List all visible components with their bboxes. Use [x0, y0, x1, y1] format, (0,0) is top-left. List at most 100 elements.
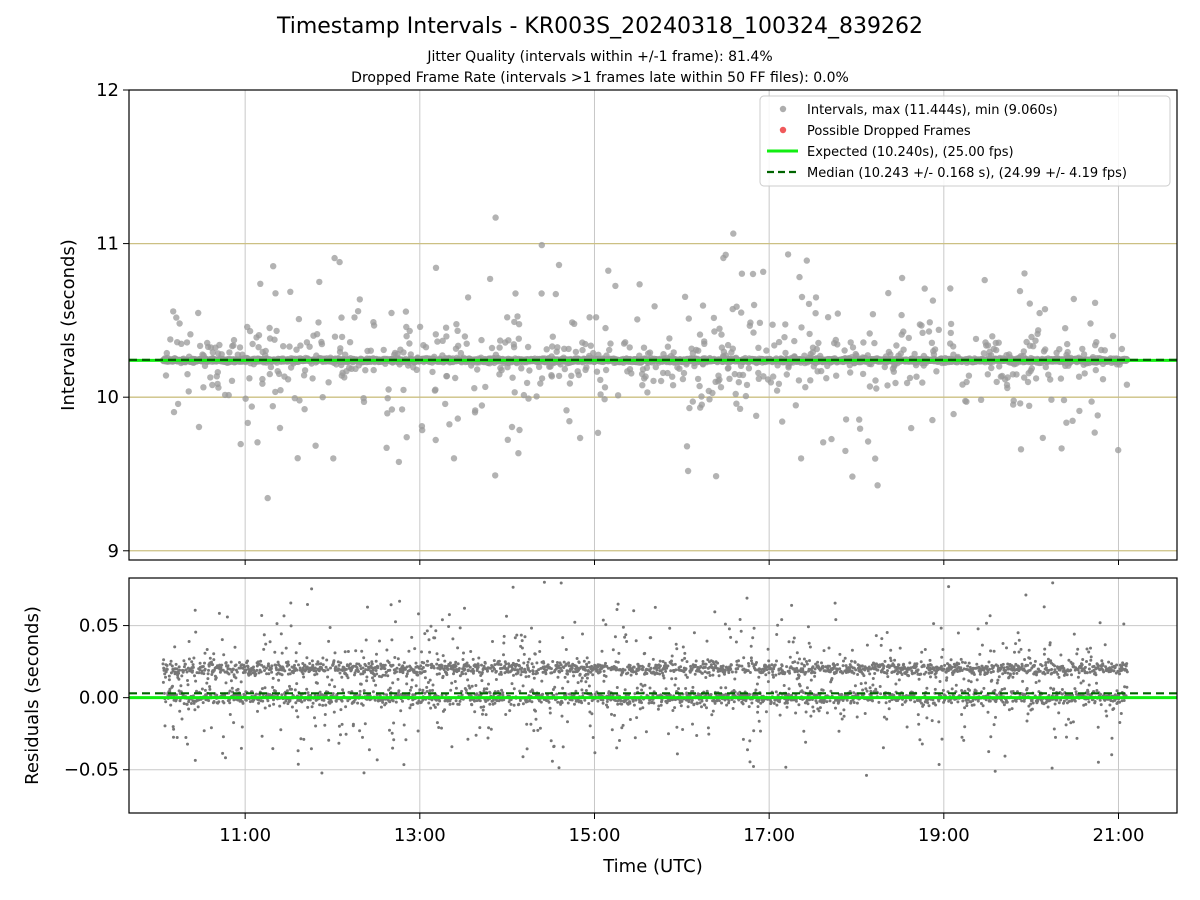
residual-point: [183, 662, 187, 666]
interval-point: [885, 289, 892, 297]
interval-point: [498, 367, 505, 374]
residual-point: [440, 726, 443, 730]
residual-point: [239, 680, 243, 684]
interval-point: [770, 373, 777, 380]
interval-point: [1063, 419, 1070, 426]
residual-point: [416, 729, 420, 733]
residual-point: [395, 670, 398, 674]
residual-point: [167, 674, 171, 678]
residual-point: [425, 685, 429, 689]
interval-point: [284, 376, 292, 383]
residual-point: [385, 693, 389, 697]
residual-point: [220, 638, 224, 642]
interval-point: [384, 395, 391, 402]
residual-point: [169, 659, 173, 663]
residual-point: [302, 737, 306, 741]
interval-point: [384, 410, 391, 417]
interval-point: [898, 311, 905, 319]
residual-point: [205, 648, 209, 651]
interval-point: [518, 365, 525, 372]
interval-point: [795, 377, 803, 384]
interval-point: [230, 336, 238, 344]
residual-point: [410, 678, 414, 682]
interval-point: [866, 383, 874, 390]
interval-point: [383, 444, 390, 451]
interval-point: [760, 268, 767, 275]
interval-point: [919, 329, 926, 336]
residual-point: [358, 689, 362, 693]
interval-point: [893, 342, 900, 349]
interval-point: [729, 345, 736, 352]
residual-point: [280, 693, 284, 697]
interval-point: [1091, 299, 1099, 306]
interval-point: [486, 275, 494, 283]
residual-point: [432, 666, 436, 670]
interval-point: [419, 426, 426, 434]
residual-point: [252, 665, 255, 669]
interval-point: [555, 372, 563, 380]
residual-point: [217, 700, 221, 704]
residual-point: [388, 668, 392, 672]
interval-point: [815, 339, 822, 347]
residual-point: [202, 729, 206, 733]
interval-point: [306, 343, 313, 350]
residual-point: [270, 670, 274, 674]
interval-point: [301, 406, 308, 413]
interval-point: [163, 349, 170, 357]
interval-point: [294, 455, 301, 462]
residual-point: [323, 713, 327, 716]
interval-point: [568, 372, 575, 379]
residual-point: [264, 642, 268, 646]
interval-point: [537, 380, 544, 387]
residual-point: [375, 652, 378, 656]
interval-point: [454, 415, 461, 422]
interval-point: [356, 296, 363, 303]
residual-point: [378, 639, 381, 643]
residual-point: [208, 687, 212, 691]
residual-point: [435, 652, 439, 656]
residual-point: [207, 664, 211, 668]
residual-point: [324, 703, 328, 707]
interval-point: [259, 375, 266, 383]
interval-point: [718, 331, 725, 338]
interval-point: [533, 393, 540, 400]
interval-point: [318, 340, 326, 348]
residual-point: [343, 650, 347, 654]
interval-point: [512, 290, 519, 297]
residual-point: [276, 660, 280, 664]
interval-point: [996, 363, 1003, 370]
interval-point: [823, 375, 830, 382]
interval-point: [246, 375, 253, 382]
interval-point: [207, 344, 215, 351]
residual-point: [388, 728, 391, 732]
interval-point: [388, 309, 395, 317]
interval-point: [173, 314, 180, 321]
residual-point: [385, 648, 389, 652]
interval-point: [478, 336, 485, 344]
residual-point: [190, 660, 194, 664]
residual-point: [360, 649, 364, 653]
interval-point: [277, 387, 284, 394]
interval-point: [803, 257, 810, 264]
residual-point: [362, 656, 366, 660]
interval-point: [666, 335, 673, 342]
interval-point: [442, 400, 449, 408]
residual-point: [423, 669, 427, 673]
interval-point: [950, 343, 957, 350]
residual-point: [161, 680, 165, 684]
interval-point: [416, 323, 424, 330]
interval-point: [455, 342, 462, 349]
residual-point: [224, 681, 228, 685]
residual-point: [269, 666, 273, 670]
interval-point: [370, 366, 377, 374]
residual-point: [328, 683, 331, 687]
interval-point: [509, 374, 516, 381]
residual-point: [339, 708, 343, 712]
interval-point: [472, 407, 479, 414]
interval-point: [248, 403, 255, 410]
interval-point: [178, 340, 185, 347]
residual-point: [217, 611, 221, 615]
residual-point: [178, 668, 182, 672]
residual-point: [345, 673, 349, 677]
interval-point: [784, 251, 792, 258]
